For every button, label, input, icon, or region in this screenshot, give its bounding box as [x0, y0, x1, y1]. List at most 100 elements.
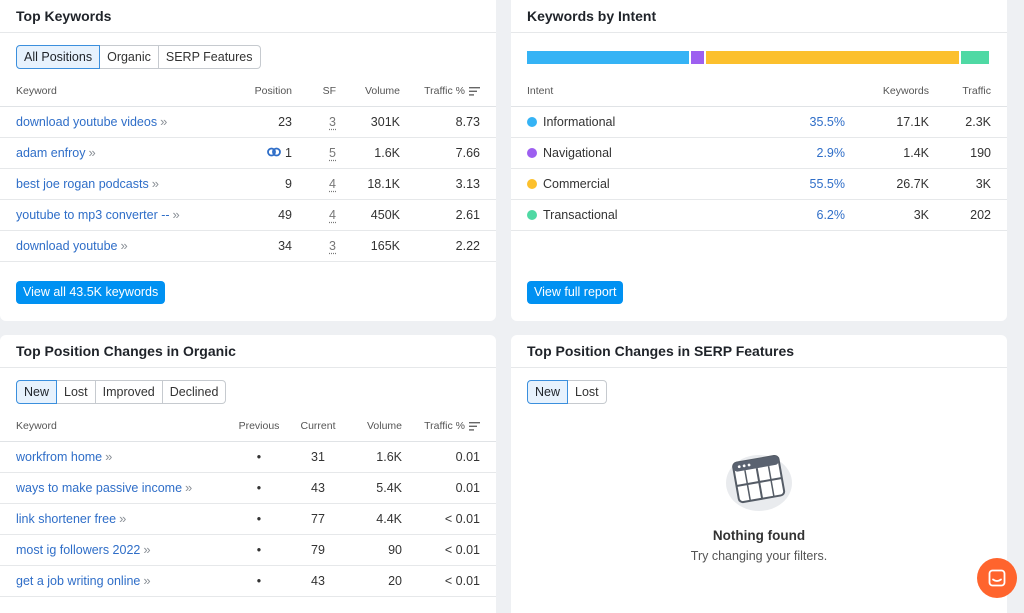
divider [0, 367, 496, 368]
serp-changes-filter: New Lost [527, 380, 607, 404]
filter-lost[interactable]: Lost [568, 380, 607, 404]
view-full-report-button[interactable]: View full report [527, 281, 624, 304]
keyword-link[interactable]: get a job writing online [16, 574, 141, 588]
volume-cell: 4.4K [348, 503, 406, 535]
sort-icon [469, 86, 480, 96]
sort-icon [469, 421, 480, 431]
keywords-cell: 26.7K [849, 168, 933, 200]
table-row: best joe rogan podcasts» 9 4 18.1K 3.13 [0, 168, 496, 200]
chevron-double-right-icon[interactable]: » [151, 176, 159, 191]
col-current[interactable]: Current [288, 412, 348, 442]
intent-bar-segment[interactable] [705, 51, 959, 64]
chat-button[interactable] [977, 558, 1017, 598]
filter-improved[interactable]: Improved [95, 380, 163, 404]
chevron-double-right-icon[interactable]: » [160, 114, 167, 129]
col-traffic[interactable]: Traffic % [406, 412, 496, 442]
keyword-link[interactable]: download youtube videos [16, 115, 158, 129]
volume-cell: 1.6K [348, 441, 406, 473]
filter-serp-features[interactable]: SERP Features [158, 45, 261, 69]
col-traffic[interactable]: Traffic % [404, 77, 496, 107]
chevron-double-right-icon[interactable]: » [143, 573, 150, 588]
keywords-cell: 1.4K [849, 137, 933, 169]
traffic-cell: 3.13 [404, 168, 496, 200]
sf-value[interactable]: 3 [329, 114, 336, 129]
filter-organic[interactable]: Organic [100, 45, 159, 69]
empty-state: Nothing found Try changing your filters. [511, 445, 1007, 563]
percent-link[interactable]: 2.9% [816, 145, 846, 160]
current-cell: 79 [288, 534, 348, 566]
intent-cell: Informational [511, 106, 759, 138]
keywords-by-intent-card: Keywords by Intent Intent Keywords Traff… [511, 0, 1007, 321]
filter-all-positions[interactable]: All Positions [16, 45, 101, 69]
keyword-link[interactable]: workfrom home [16, 450, 103, 464]
traffic-cell: 8.73 [404, 106, 496, 138]
col-traffic: Traffic [933, 77, 1007, 107]
filter-new[interactable]: New [527, 380, 569, 404]
table-row: link shortener free» • 77 4.4K < 0.01 [0, 503, 496, 535]
intent-bar-segment[interactable] [527, 51, 689, 64]
keyword-cell: link shortener free» [0, 503, 230, 535]
intent-bar-segment[interactable] [690, 51, 704, 64]
filter-new[interactable]: New [16, 380, 58, 404]
keyword-link[interactable]: link shortener free [16, 512, 117, 526]
position-cell: 49 [222, 199, 296, 231]
previous-cell: • [230, 534, 288, 566]
sf-value[interactable]: 4 [329, 207, 336, 222]
filter-declined[interactable]: Declined [162, 380, 227, 404]
sf-value[interactable]: 5 [329, 145, 336, 160]
chevron-double-right-icon[interactable]: » [143, 542, 150, 557]
position-cell: 34 [222, 230, 296, 262]
keyword-link[interactable]: adam enfroy [16, 146, 86, 160]
chevron-double-right-icon[interactable]: » [119, 511, 126, 526]
percent-link[interactable]: 55.5% [809, 176, 845, 191]
filter-lost[interactable]: Lost [57, 380, 96, 404]
percent-link[interactable]: 35.5% [809, 114, 845, 129]
table-row: get a job writing online» • 43 20 < 0.01 [0, 565, 496, 597]
traffic-cell: 3K [933, 168, 1007, 200]
traffic-cell: 2.3K [933, 106, 1007, 138]
table-header-row: Keyword Position SF Volume Traffic % [0, 77, 496, 107]
col-keyword[interactable]: Keyword [0, 412, 230, 442]
traffic-cell: 0.01 [406, 441, 496, 473]
sf-value[interactable]: 4 [329, 176, 336, 191]
empty-title: Nothing found [712, 528, 806, 543]
link-icon[interactable] [267, 147, 281, 157]
table-row: Commercial 55.5% 26.7K 3K [511, 168, 1007, 200]
volume-cell: 90 [348, 534, 406, 566]
position-cell: 1 [222, 137, 296, 169]
intent-bar-segment[interactable] [960, 51, 989, 64]
col-volume[interactable]: Volume [348, 412, 406, 442]
top-keywords-title: Top Keywords [16, 8, 112, 24]
intent-cell: Commercial [511, 168, 759, 200]
chevron-double-right-icon[interactable]: » [105, 449, 112, 464]
position-changes-card: Top Position Changes in Organic New Lost… [0, 335, 496, 613]
col-keyword[interactable]: Keyword [0, 77, 222, 107]
chevron-double-right-icon[interactable]: » [88, 145, 95, 160]
volume-cell: 20 [348, 565, 406, 597]
col-position[interactable]: Position [222, 77, 296, 107]
percent-cell: 2.9% [759, 137, 849, 169]
chevron-double-right-icon[interactable]: » [185, 480, 192, 495]
keyword-link[interactable]: most ig followers 2022 [16, 543, 141, 557]
intent-dot-icon [527, 209, 537, 220]
keyword-link[interactable]: ways to make passive income [16, 481, 183, 495]
position-changes-filter: New Lost Improved Declined [16, 380, 227, 404]
chevron-double-right-icon[interactable]: » [172, 207, 180, 222]
col-sf[interactable]: SF [296, 77, 340, 107]
percent-link[interactable]: 6.2% [816, 207, 846, 222]
table-row: youtube to mp3 converter --» 49 4 450K 2.61 [0, 199, 496, 231]
keyword-link[interactable]: youtube to mp3 converter -- [16, 208, 170, 222]
traffic-cell: < 0.01 [406, 565, 496, 597]
traffic-cell: 0.01 [406, 472, 496, 504]
keyword-cell: most ig followers 2022» [0, 534, 230, 566]
chevron-double-right-icon[interactable]: » [120, 238, 127, 253]
view-all-keywords-button[interactable]: View all 43.5K keywords [16, 281, 166, 304]
col-previous[interactable]: Previous [230, 412, 288, 442]
current-cell: 31 [288, 441, 348, 473]
sf-value[interactable]: 3 [329, 238, 336, 253]
keyword-link[interactable]: best joe rogan podcasts [16, 177, 149, 191]
intent-title: Keywords by Intent [527, 8, 657, 24]
col-volume[interactable]: Volume [340, 77, 404, 107]
keyword-link[interactable]: download youtube [16, 239, 118, 253]
position-value: 23 [278, 114, 292, 129]
